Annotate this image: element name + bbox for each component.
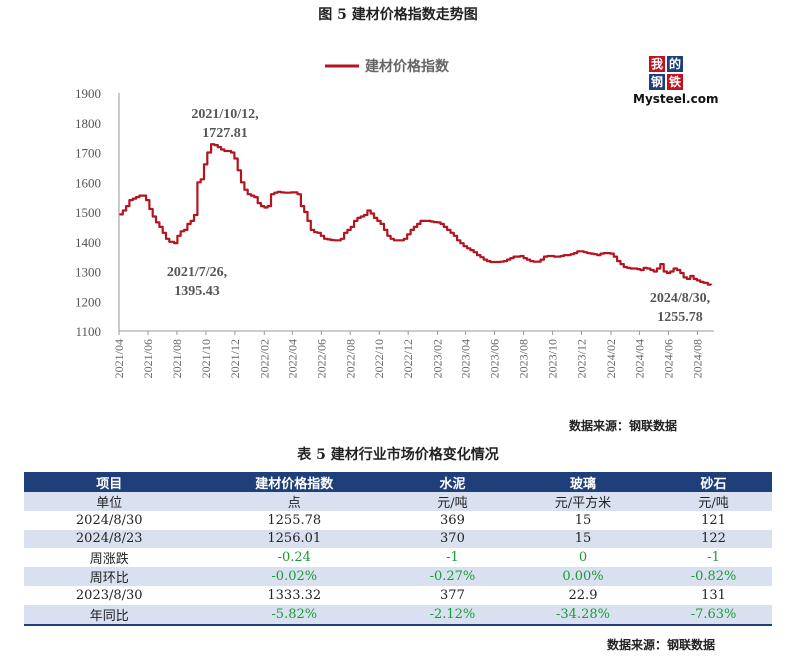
table-cell: -0.02% [194, 567, 395, 586]
table-cell: 370 [394, 529, 511, 548]
x-tick-label: 2021/10 [199, 339, 213, 378]
table-cell: -7.63% [655, 604, 772, 626]
table-title: 表 5 建材行业市场价格变化情况 [297, 447, 499, 463]
table-cell: 0.00% [510, 567, 656, 586]
logo-text: Mysteel.com [633, 92, 719, 106]
y-tick-label: 1400 [75, 235, 101, 250]
table-cell: -2.12% [394, 604, 511, 626]
table-row: 单位点元/吨 元/平方米 元/吨 [24, 492, 772, 511]
logo-char-2: 的 [667, 56, 683, 72]
y-tick-label: 1700 [75, 146, 101, 161]
table-cell: -0.24 [277, 550, 311, 565]
x-tick-label: 2024/08 [690, 339, 704, 378]
x-tick-label: 2022/02 [257, 339, 271, 378]
x-tick-label: 2023/08 [517, 339, 531, 378]
table-cell: 369 [440, 512, 465, 528]
x-tick-label: 2024/06 [661, 339, 675, 378]
annotation-value: 1727.81 [202, 126, 248, 141]
table-row: 周环比 -0.02% -0.27% 0.00% -0.82% [24, 567, 772, 586]
x-tick-label: 2022/06 [314, 339, 328, 378]
header-glass: 玻璃 [510, 472, 656, 492]
table-source: 数据来源：钢联数据 [607, 638, 716, 652]
row-label: 周涨跌 [89, 552, 129, 567]
logo-char-3: 钢 [649, 74, 665, 90]
x-tick-label: 2022/10 [372, 339, 386, 378]
table-cell: 121 [701, 512, 726, 528]
x-tick-label: 2023/06 [488, 339, 502, 378]
table-cell: -0.27% [394, 567, 511, 586]
annotation-date: 2021/10/12, [191, 107, 258, 122]
x-tick-label: 2021/12 [228, 339, 242, 378]
x-tick-label: 2021/04 [112, 339, 126, 378]
chart-source: 数据来源：钢联数据 [569, 419, 678, 433]
table-cell: 1256.01 [194, 529, 395, 548]
x-tick-label: 2022/08 [343, 339, 357, 378]
x-tick-label: 2022/12 [401, 339, 415, 378]
row-label: 2024/8/30 [75, 512, 143, 528]
series-line [119, 143, 713, 286]
row-label: 2023/8/30 [75, 587, 143, 603]
table-cell: 元/吨 [655, 492, 772, 511]
table-header-row: 项目 建材价格指数 水泥 玻璃 砂石 [24, 472, 772, 492]
x-tick-label: 2023/10 [546, 339, 560, 378]
header-gravel: 砂石 [655, 472, 772, 492]
table-cell: -1 [446, 550, 459, 565]
header-cement: 水泥 [394, 472, 511, 492]
table-cell: 15 [574, 512, 592, 528]
table-cell: -1 [707, 550, 720, 565]
table-cell: 1255.78 [267, 512, 322, 528]
x-tick-label: 2021/08 [170, 339, 184, 378]
x-tick-label: 2023/02 [431, 339, 445, 378]
table-row: 2024/8/30 1255.78 369 15 121 [24, 511, 772, 530]
table-row: 年同比 -5.82% -2.12% -34.28% -7.63% [24, 604, 772, 626]
figure-title: 图 5 建材价格指数走势图 [318, 7, 478, 23]
price-change-table: 项目 建材价格指数 水泥 玻璃 砂石 单位点元/吨 元/平方米 元/吨 2024/8/… [24, 472, 772, 626]
table-row: 2023/8/30 1333.32 377 22.9 131 [24, 586, 772, 605]
x-tick-label: 2021/06 [141, 339, 155, 378]
y-tick-label: 1100 [75, 324, 101, 339]
x-tick-label: 2024/04 [632, 339, 646, 378]
table-cell: 0 [578, 550, 588, 565]
y-tick-label: 1200 [75, 294, 101, 309]
table-cell: 元/平方米 [510, 492, 656, 511]
row-label: 2024/8/23 [24, 529, 195, 548]
annotation-value: 1255.78 [657, 310, 703, 325]
header-item: 项目 [24, 472, 195, 492]
x-tick-label: 2023/12 [575, 339, 589, 378]
table-row: 周涨跌 -0.24 -1 0 -1 [24, 548, 772, 567]
mysteel-logo: 我 的 钢 铁 Mysteel.com [633, 54, 719, 110]
table-cell: -0.82% [655, 567, 772, 586]
table-cell: 122 [655, 529, 772, 548]
y-tick-label: 1600 [75, 175, 101, 190]
table-cell: 元/吨 [394, 492, 511, 511]
annotation-date: 2021/7/26, [167, 265, 227, 280]
header-index: 建材价格指数 [194, 472, 395, 492]
table-cell: 点 [194, 492, 395, 511]
table-cell: 1333.32 [267, 587, 322, 603]
row-label: 单位 [24, 492, 195, 511]
y-tick-label: 1300 [75, 265, 101, 280]
row-label: 周环比 [24, 567, 195, 586]
x-tick-label: 2022/04 [285, 339, 299, 378]
x-tick-label: 2023/04 [459, 339, 473, 378]
y-tick-label: 1800 [75, 116, 101, 131]
x-tick-label: 2024/02 [604, 339, 618, 378]
table-cell: 131 [701, 587, 726, 603]
annotation-date: 2024/8/30, [650, 291, 710, 306]
line-chart: 1100 1200 1300 1400 1500 1600 1700 1800 1900 2021… [75, 58, 714, 378]
annotation-value: 1395.43 [174, 284, 220, 299]
table-cell: -5.82% [194, 604, 395, 626]
logo-char-4: 铁 [667, 74, 683, 90]
legend-label: 建材价格指数 [365, 58, 450, 75]
table-row: 2024/8/23 1256.01 370 15 122 [24, 529, 772, 548]
table-cell: 22.9 [568, 587, 598, 603]
y-tick-label: 1500 [75, 205, 101, 220]
table-cell: 377 [440, 587, 465, 603]
table-cell: -34.28% [510, 604, 656, 626]
table-cell: 15 [510, 529, 656, 548]
row-label: 年同比 [24, 604, 195, 626]
logo-char-1: 我 [649, 56, 665, 72]
y-tick-label: 1900 [75, 86, 101, 101]
